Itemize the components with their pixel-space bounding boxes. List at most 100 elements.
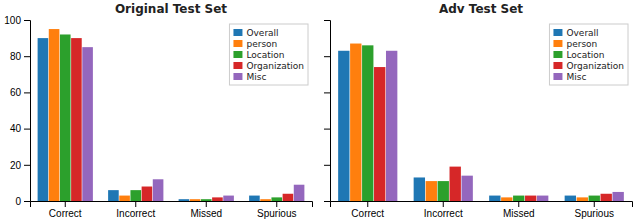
- bar: [71, 38, 82, 201]
- bar: [426, 181, 437, 201]
- bar: [38, 38, 49, 201]
- bar: [362, 45, 373, 201]
- legend-box: [229, 24, 308, 85]
- tick: Missed: [190, 201, 222, 219]
- tick-line: [324, 129, 330, 130]
- tick-label: 100: [4, 15, 21, 26]
- x-axis: Correct Incorrect Missed Spurious: [31, 201, 313, 219]
- tick-label: Incorrect: [116, 208, 155, 219]
- bars: [38, 29, 305, 201]
- tick-line: [24, 129, 30, 130]
- tick-label: Missed: [503, 208, 535, 219]
- bar: [513, 196, 524, 201]
- axis-domain: [24, 21, 31, 202]
- tick-line: [324, 165, 330, 166]
- tick: [324, 56, 330, 57]
- tick-line: [24, 20, 30, 21]
- bar: [525, 196, 536, 201]
- tick: [324, 165, 330, 166]
- bar: [271, 197, 282, 201]
- legend-swatch: [553, 51, 562, 58]
- tick-label: Spurious: [575, 208, 614, 219]
- legend-box: [549, 24, 628, 85]
- tick-line: [324, 201, 330, 202]
- legend-item: Overall: [553, 28, 598, 38]
- tick-label: Correct: [49, 208, 82, 219]
- bar: [153, 179, 164, 201]
- tick-line: [24, 92, 30, 93]
- legend-label: Location: [566, 50, 604, 60]
- bar: [589, 196, 600, 201]
- bar: [142, 187, 153, 201]
- legend-item: Misc: [233, 72, 266, 82]
- legend-label: Misc: [246, 72, 266, 82]
- bar-series: [374, 67, 612, 201]
- tick: Correct: [49, 201, 82, 219]
- tick: [324, 201, 330, 202]
- tick-line: [443, 201, 444, 207]
- tick-label: Incorrect: [424, 208, 463, 219]
- bar: [350, 44, 361, 201]
- bar: [489, 196, 500, 201]
- bar: [82, 47, 93, 201]
- bar: [461, 176, 472, 201]
- tick: 0: [15, 196, 30, 207]
- bar: [119, 196, 130, 201]
- bar-series: [338, 51, 576, 201]
- tick-line: [276, 201, 277, 207]
- tick-line: [324, 20, 330, 21]
- tick-line: [24, 165, 30, 166]
- legend-label: Location: [246, 50, 284, 60]
- bar: [386, 51, 397, 201]
- tick-label: 40: [10, 123, 22, 134]
- bar: [565, 196, 576, 201]
- legend-item: person: [233, 39, 277, 49]
- legend-swatch: [553, 73, 562, 80]
- legend-label: Organization: [566, 61, 624, 71]
- bar: [537, 196, 548, 201]
- tick-line: [206, 201, 207, 207]
- legend-swatch: [553, 40, 562, 47]
- axis-domain: [331, 202, 633, 208]
- legend-label: Organization: [246, 61, 304, 71]
- tick-label: 80: [10, 51, 22, 62]
- tick-line: [324, 92, 330, 93]
- tick-label: 60: [10, 87, 22, 98]
- title: Adv Test Set: [439, 2, 523, 16]
- legend-swatch: [233, 40, 242, 47]
- tick-label: 0: [15, 196, 21, 207]
- legend-item: Location: [553, 50, 604, 60]
- tick: Spurious: [257, 201, 296, 219]
- bar: [212, 197, 223, 201]
- y-axis: [324, 21, 331, 202]
- tick: Incorrect: [116, 201, 155, 219]
- bar-series: [49, 29, 271, 201]
- bar: [338, 51, 349, 201]
- legend-item: Location: [233, 50, 284, 60]
- panel: CorrectIncorrectMissedSpuriousAdv Test S…: [324, 2, 633, 219]
- bar: [249, 196, 260, 201]
- tick: [324, 20, 330, 21]
- bar: [294, 185, 305, 201]
- bar: [260, 199, 271, 201]
- bars: [338, 44, 624, 201]
- bar: [190, 199, 201, 201]
- tick-label: 20: [10, 160, 22, 171]
- bar: [577, 197, 588, 201]
- bar: [501, 197, 512, 201]
- legend-label: person: [566, 39, 597, 49]
- title: Original Test Set: [115, 2, 227, 16]
- y-axis: 0 20 40 60 80 100: [4, 15, 30, 207]
- bar: [179, 199, 190, 201]
- bar: [60, 34, 71, 201]
- tick-line: [324, 56, 330, 57]
- bar-series: [38, 38, 260, 201]
- tick: Spurious: [575, 201, 614, 219]
- tick: 80: [10, 51, 30, 62]
- tick-line: [594, 201, 595, 207]
- axis-domain: [31, 202, 313, 208]
- bar: [49, 29, 60, 201]
- bar: [201, 199, 212, 201]
- bar: [601, 194, 612, 201]
- tick: 40: [10, 123, 30, 134]
